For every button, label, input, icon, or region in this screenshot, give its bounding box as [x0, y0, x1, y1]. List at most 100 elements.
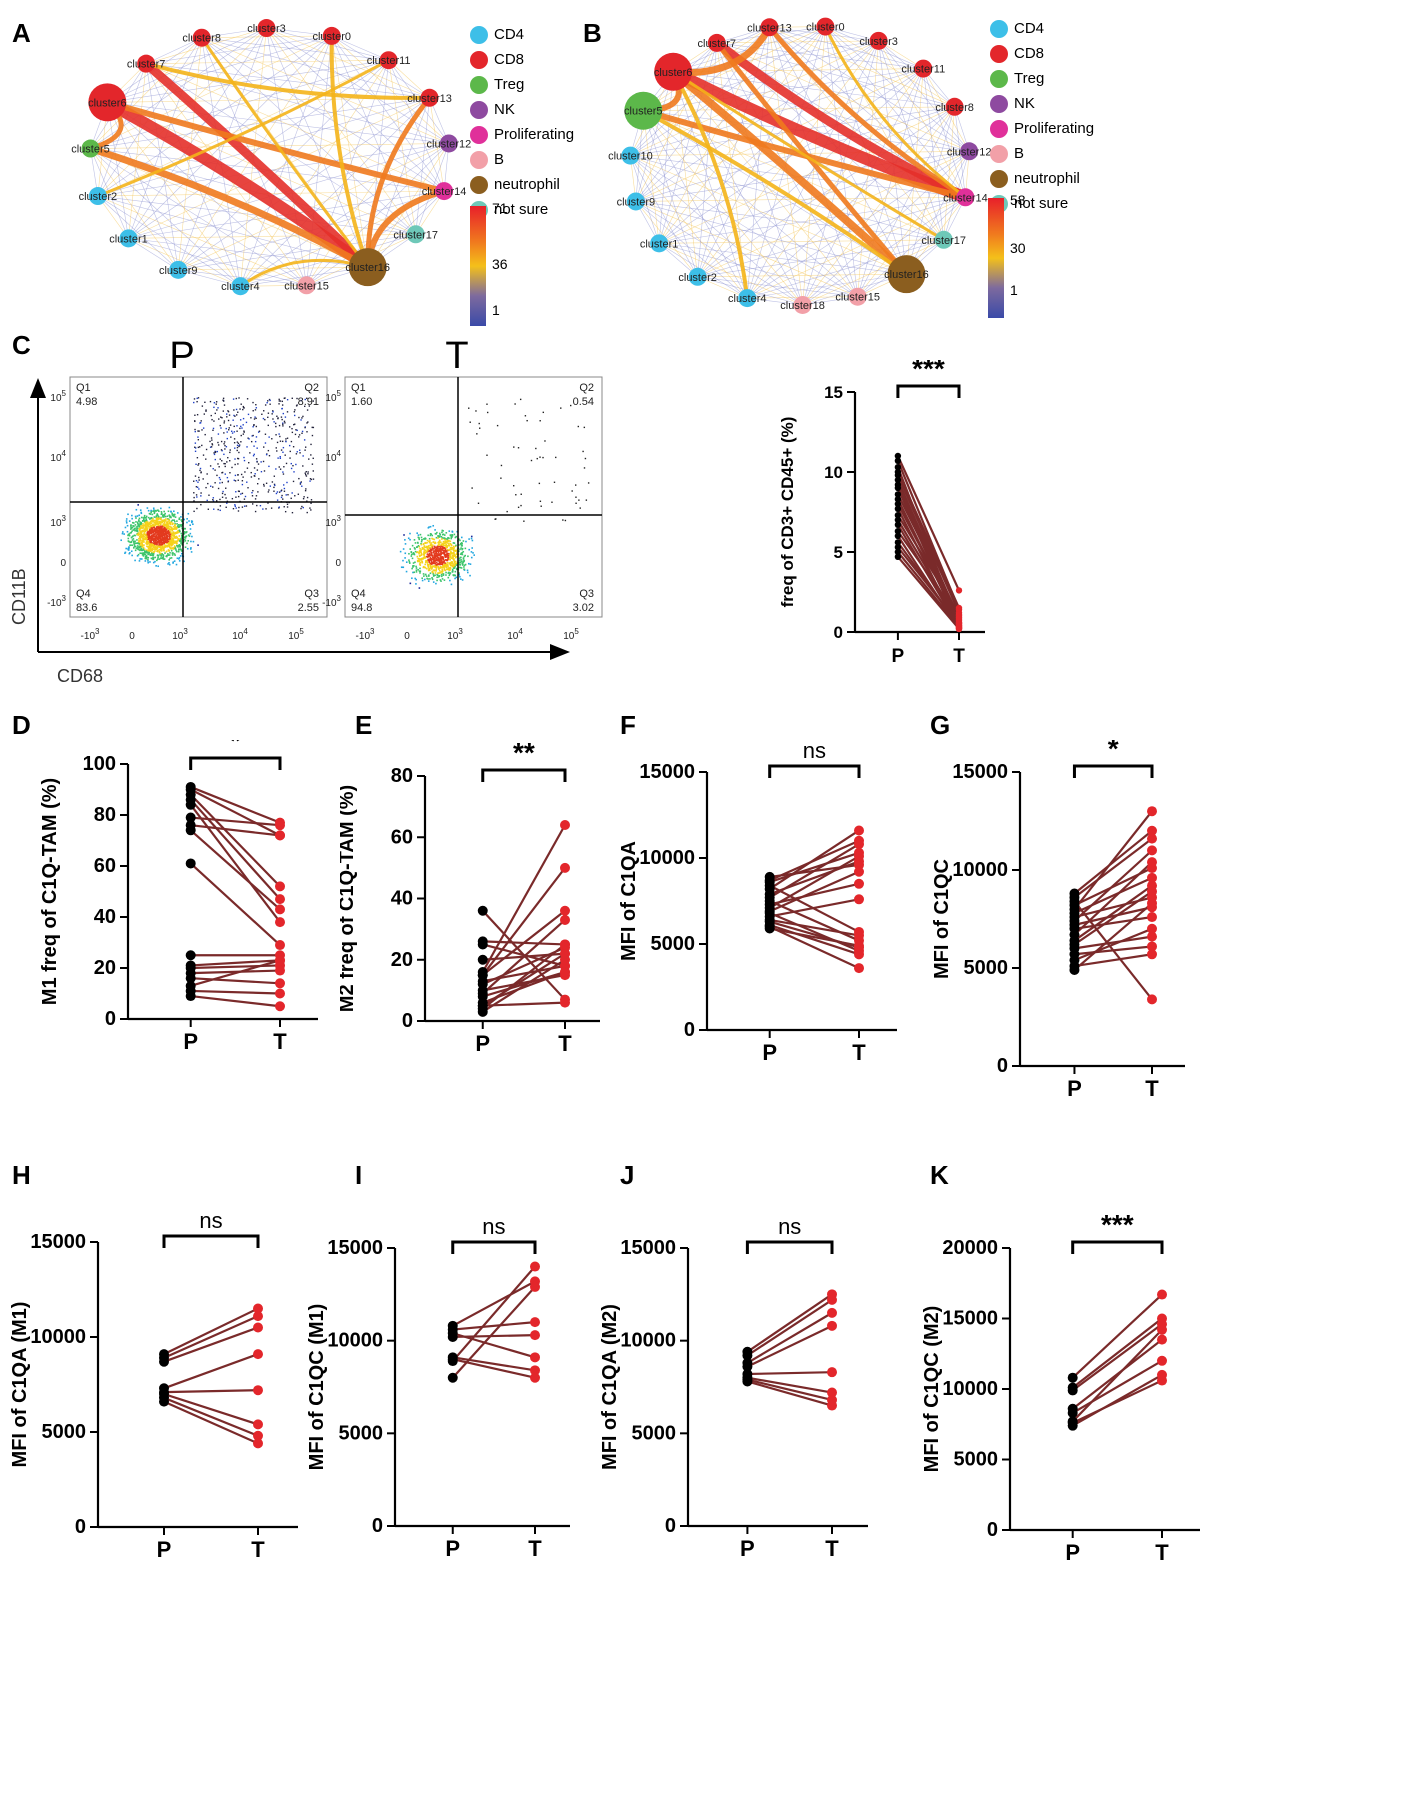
- flow-event: [197, 438, 200, 441]
- flow-event: [184, 539, 187, 542]
- flow-event: [438, 535, 441, 538]
- flow-event: [145, 555, 147, 558]
- flow-event: [147, 541, 150, 544]
- flow-event: [441, 557, 443, 560]
- flow-event: [458, 558, 461, 560]
- flow-event: [265, 453, 268, 456]
- flow-event: [454, 577, 456, 580]
- legend-dot-icon: [990, 119, 1008, 138]
- flow-event: [226, 416, 228, 418]
- flow-event: [134, 534, 136, 537]
- flow-event: [449, 564, 452, 566]
- flow-event: [310, 454, 312, 456]
- flow-event: [414, 542, 417, 544]
- flow-event: [233, 442, 236, 444]
- flow-event: [160, 510, 163, 513]
- flow-event: [176, 542, 178, 545]
- flow-event: [233, 479, 235, 481]
- flow-event: [253, 475, 256, 477]
- point-p: [185, 991, 196, 1002]
- network-node: [869, 31, 888, 50]
- flow-event: [202, 454, 205, 456]
- network-edge: [201, 27, 267, 39]
- flow-event: [167, 549, 170, 551]
- flow-event: [204, 433, 206, 436]
- legend-dot-icon: [990, 19, 1008, 38]
- network-edge: [240, 97, 430, 287]
- flow-event: [256, 461, 258, 463]
- network-node-label: cluster9: [617, 196, 656, 208]
- network-edge: [90, 148, 129, 239]
- flow-event: [440, 561, 443, 564]
- flow-event: [211, 444, 214, 446]
- flow-event: [442, 540, 445, 543]
- flow-event: [136, 527, 139, 529]
- network-edge: [331, 35, 389, 61]
- flow-event: [436, 576, 438, 579]
- pair-line: [190, 785, 281, 824]
- flow-event: [144, 551, 146, 554]
- flow-event: [169, 537, 171, 540]
- flow-event: [160, 517, 162, 520]
- point-p: [185, 858, 196, 869]
- network-edge: [954, 106, 966, 198]
- point-t: [854, 930, 864, 941]
- pair-line: [163, 1326, 259, 1363]
- network-node: [934, 230, 953, 249]
- flow-event: [280, 416, 283, 418]
- network-node: [816, 17, 835, 36]
- flow-event: [212, 467, 214, 470]
- legend-dot-icon: [470, 125, 488, 144]
- flow-event: [295, 453, 298, 455]
- flow-event: [290, 440, 293, 443]
- flow-event: [162, 556, 165, 558]
- flow-event: [135, 528, 137, 530]
- flow-event: [225, 506, 227, 509]
- flow-event: [253, 453, 255, 456]
- flow-event: [225, 497, 227, 499]
- flow-event: [200, 503, 202, 506]
- flow-event: [243, 456, 245, 459]
- network-edge: [146, 63, 430, 99]
- flow-event: [242, 408, 244, 411]
- flow-event: [132, 540, 135, 543]
- flow-event: [539, 456, 541, 458]
- flow-event: [141, 546, 143, 548]
- point-t: [253, 1430, 263, 1441]
- flow-event: [138, 537, 140, 540]
- flow-event: [148, 551, 151, 554]
- flow-event: [544, 440, 546, 442]
- flow-event: [214, 412, 216, 415]
- flow-event: [437, 559, 440, 561]
- flow-event: [168, 550, 170, 552]
- flow-event: [276, 415, 278, 417]
- flow-event: [254, 409, 257, 411]
- flow-event: [428, 575, 430, 577]
- flow-event: [128, 534, 131, 537]
- flow-event: [157, 535, 160, 538]
- flow-event: [427, 534, 429, 537]
- flow-event: [151, 534, 154, 537]
- flow-event: [146, 537, 148, 540]
- flow-event: [451, 534, 453, 536]
- flow-event: [198, 476, 200, 479]
- pair-line: [1073, 837, 1153, 899]
- flow-event: [127, 547, 129, 550]
- flow-event: [442, 574, 445, 576]
- pair-line: [896, 471, 961, 609]
- flow-event: [430, 563, 433, 565]
- flow-event: [178, 525, 181, 528]
- network-edge: [145, 63, 179, 270]
- flow-event: [526, 419, 528, 422]
- flow-event: [425, 546, 427, 549]
- flow-event: [451, 554, 454, 557]
- network-node: [231, 277, 250, 296]
- flow-event: [431, 567, 433, 569]
- point-t: [1147, 949, 1157, 960]
- flow-q4-label: Q4: [351, 588, 366, 600]
- pair-line: [897, 546, 960, 625]
- flow-event: [184, 527, 187, 530]
- flow-event: [421, 560, 424, 563]
- pair-line: [1073, 902, 1153, 971]
- flow-event: [297, 493, 300, 495]
